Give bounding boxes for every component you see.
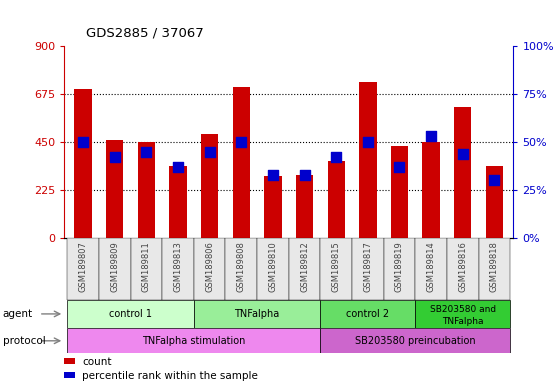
FancyBboxPatch shape [415, 238, 447, 300]
Point [300, 172, 309, 178]
Bar [74, 89, 92, 238]
Point [268, 172, 277, 178]
FancyBboxPatch shape [162, 238, 194, 300]
Bar [201, 134, 218, 238]
Bar [106, 140, 123, 238]
Point [174, 164, 182, 170]
Text: control 2: control 2 [347, 309, 389, 319]
Text: GSM189809: GSM189809 [110, 241, 119, 292]
Bar [64, 358, 75, 364]
Text: GDS2885 / 37067: GDS2885 / 37067 [86, 27, 204, 40]
FancyBboxPatch shape [257, 238, 289, 300]
FancyBboxPatch shape [68, 300, 194, 328]
Text: GSM189811: GSM189811 [142, 241, 151, 292]
Bar [233, 87, 250, 238]
Text: GSM189818: GSM189818 [490, 241, 499, 292]
Bar [138, 142, 155, 238]
Bar [296, 175, 313, 238]
Point [458, 151, 467, 157]
FancyBboxPatch shape [415, 300, 510, 328]
FancyBboxPatch shape [99, 238, 131, 300]
FancyBboxPatch shape [320, 238, 352, 300]
Bar [64, 372, 75, 378]
Point [332, 154, 341, 161]
Text: percentile rank within the sample: percentile rank within the sample [82, 371, 258, 381]
FancyBboxPatch shape [194, 238, 225, 300]
Bar [169, 166, 187, 238]
Text: GSM189815: GSM189815 [331, 241, 341, 292]
Point [237, 139, 246, 145]
Bar [359, 82, 377, 238]
Bar [485, 166, 503, 238]
Point [205, 149, 214, 155]
Point [490, 177, 499, 184]
Text: GSM189810: GSM189810 [268, 241, 277, 292]
Text: GSM189817: GSM189817 [363, 241, 372, 292]
Bar [264, 176, 282, 238]
FancyBboxPatch shape [68, 328, 320, 353]
Text: GSM189816: GSM189816 [458, 241, 467, 292]
Text: TNFalpha: TNFalpha [234, 309, 280, 319]
Point [395, 164, 404, 170]
Text: TNFalpha: TNFalpha [442, 317, 483, 326]
FancyBboxPatch shape [320, 300, 415, 328]
Bar [422, 142, 440, 238]
Text: SB203580 preincubation: SB203580 preincubation [355, 336, 475, 346]
Text: agent: agent [3, 309, 33, 319]
Text: SB203580 and: SB203580 and [430, 305, 496, 314]
Point [427, 133, 436, 139]
Text: TNFalpha stimulation: TNFalpha stimulation [142, 336, 246, 346]
FancyBboxPatch shape [131, 238, 162, 300]
Text: GSM189819: GSM189819 [395, 241, 404, 292]
Bar [454, 107, 472, 238]
Text: GSM189808: GSM189808 [237, 241, 246, 292]
Point [110, 154, 119, 161]
FancyBboxPatch shape [479, 238, 510, 300]
Bar [328, 161, 345, 238]
FancyBboxPatch shape [68, 238, 99, 300]
Text: protocol: protocol [3, 336, 46, 346]
FancyBboxPatch shape [352, 238, 384, 300]
FancyBboxPatch shape [225, 238, 257, 300]
Bar [391, 146, 408, 238]
Text: GSM189813: GSM189813 [174, 241, 182, 292]
FancyBboxPatch shape [384, 238, 415, 300]
FancyBboxPatch shape [289, 238, 320, 300]
FancyBboxPatch shape [447, 238, 479, 300]
FancyBboxPatch shape [194, 300, 320, 328]
Point [79, 139, 88, 145]
Text: GSM189814: GSM189814 [427, 241, 436, 292]
FancyBboxPatch shape [320, 328, 510, 353]
Text: GSM189812: GSM189812 [300, 241, 309, 292]
Text: GSM189806: GSM189806 [205, 241, 214, 292]
Text: GSM189807: GSM189807 [79, 241, 88, 292]
Text: control 1: control 1 [109, 309, 152, 319]
Point [363, 139, 372, 145]
Text: count: count [82, 357, 112, 367]
Point [142, 149, 151, 155]
